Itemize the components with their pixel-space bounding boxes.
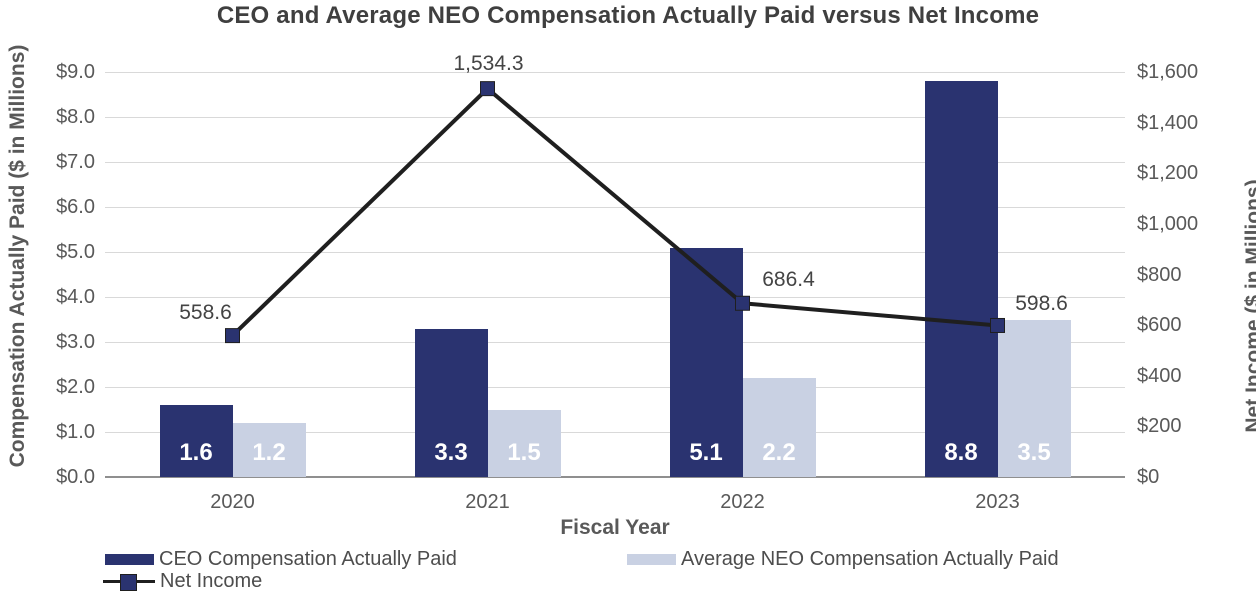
neo-legend-label: Average NEO Compensation Actually Paid (681, 548, 1059, 570)
neo-bar-2022 (742, 378, 816, 477)
right-tick-label: $1,000 (1137, 212, 1199, 235)
gridline (105, 252, 1125, 253)
right-tick-label: $0 (1137, 466, 1160, 488)
bar-value-label: 3.3 (434, 439, 468, 466)
right-tick-label: $1,200 (1137, 162, 1199, 185)
ceo-legend-swatch (105, 554, 154, 565)
net-income-value-label: 686.4 (762, 268, 815, 292)
net-income-legend-label: Net Income (160, 570, 263, 592)
x-axis-line (105, 476, 1125, 478)
legend-item-net-income: Net Income (103, 570, 262, 593)
ceo-bar-2021 (414, 328, 488, 477)
net-income-value-label: 558.6 (179, 300, 232, 324)
ceo-legend-label: CEO Compensation Actually Paid (159, 548, 457, 570)
x-category-label-2023: 2023 (975, 491, 1020, 513)
gridline (105, 72, 1125, 73)
right-tick-label: $400 (1137, 364, 1182, 387)
legend-item-neo: Average NEO Compensation Actually Paid (627, 548, 1059, 571)
neo-legend-swatch (627, 554, 676, 565)
left-tick-label: $3.0 (56, 331, 95, 353)
left-tick-label: $5.0 (56, 241, 95, 263)
bar-value-label: 3.5 (1017, 439, 1051, 466)
bar-value-label: 1.5 (507, 439, 541, 466)
x-axis-title: Fiscal Year (560, 516, 670, 539)
bar-value-label: 5.1 (689, 439, 723, 466)
x-category-label-2020: 2020 (210, 491, 255, 513)
net-income-marker (735, 295, 750, 311)
legend-item-ceo: CEO Compensation Actually Paid (105, 548, 457, 571)
gridline (105, 297, 1125, 298)
ceo-bar-2023 (924, 81, 998, 477)
gridline (105, 342, 1125, 343)
net-income-line-layer (225, 81, 1005, 344)
plot-area (105, 72, 1125, 478)
x-category-label-2021: 2021 (465, 491, 510, 513)
bar-value-label: 1.6 (179, 439, 213, 466)
bar-value-label: 8.8 (944, 439, 978, 466)
gridline (105, 207, 1125, 208)
left-tick-label: $9.0 (56, 61, 95, 83)
bar-value-label: 1.2 (252, 439, 286, 466)
net-income-value-label: 598.6 (1015, 292, 1068, 316)
gridline (105, 117, 1125, 118)
chart-title: CEO and Average NEO Compensation Actuall… (216, 2, 1040, 29)
right-tick-label: $200 (1137, 415, 1182, 438)
left-tick-label: $0.0 (56, 466, 95, 488)
net-income-line (231, 85, 998, 338)
net-income-legend-swatch (103, 573, 155, 591)
neo-bar-2023 (997, 319, 1071, 477)
gridline (105, 432, 1125, 433)
ceo-bar-2022 (669, 247, 743, 477)
net-income-marker (480, 81, 495, 97)
left-tick-label: $4.0 (56, 286, 95, 308)
left-tick-label: $8.0 (56, 106, 95, 128)
gridline (105, 387, 1125, 388)
right-axis-title: Net Income ($ in Millions) (1242, 179, 1256, 433)
neo-bar-2020 (232, 423, 306, 477)
right-tick-label: $600 (1137, 314, 1182, 337)
net-income-marker (990, 317, 1005, 333)
x-category-label-2022: 2022 (720, 491, 765, 513)
left-tick-label: $7.0 (56, 151, 95, 173)
ceo-bar-2020 (159, 405, 233, 477)
left-tick-label: $1.0 (56, 421, 95, 443)
left-tick-label: $6.0 (56, 196, 95, 218)
left-tick-label: $2.0 (56, 376, 95, 398)
right-tick-label: $1,400 (1137, 111, 1199, 134)
gridline (105, 162, 1125, 163)
bar-value-label: 2.2 (762, 439, 796, 466)
right-tick-label: $1,600 (1137, 61, 1199, 83)
right-tick-label: $800 (1137, 263, 1182, 286)
net-income-marker (225, 328, 240, 344)
neo-bar-2021 (487, 409, 561, 477)
net-income-value-label: 1,534.3 (453, 51, 524, 75)
